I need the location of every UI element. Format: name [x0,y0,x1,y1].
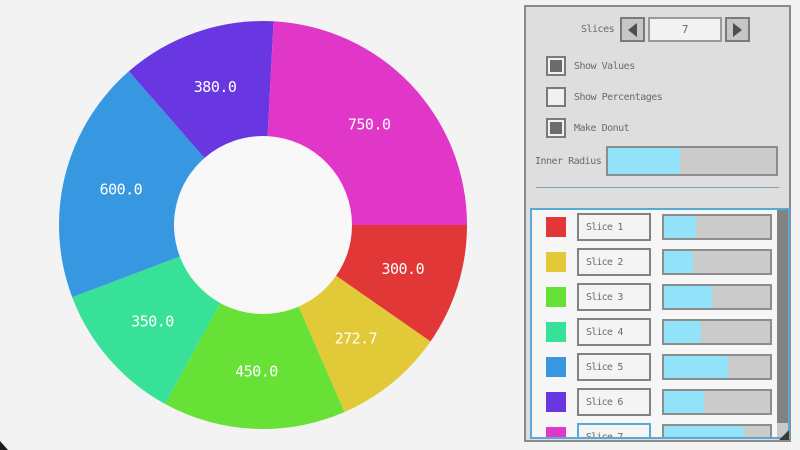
checkbox-fill-icon [550,122,562,134]
slice-4-value-slider[interactable] [662,319,772,345]
slice-1-color-swatch[interactable] [546,217,566,237]
settings-panel: Slices 7 Show Values Show Percentages Make… [524,5,791,442]
left-arrow-icon [628,22,638,37]
slice-6-slider-fill [664,391,705,413]
panel-resize-grip[interactable] [779,430,789,440]
slice-5-slider-fill [664,356,728,378]
slice-row-5: Slice 5 [532,353,788,381]
inner-radius-label: Inner Radius [535,155,602,167]
slice-row-1: Slice 1 [532,213,788,241]
slice-6-name-text: Slice 6 [586,396,623,408]
slice-4-name-input[interactable]: Slice 4 [577,318,651,346]
checkbox-row-show-values: Show Values [546,56,662,76]
slice-row-3: Slice 3 [532,283,788,311]
checkbox-row-show-percentages: Show Percentages [546,87,663,107]
checkbox-fill-icon [550,60,562,72]
slice-value-label: 300.0 [381,260,424,278]
make-donut-checkbox[interactable] [546,118,566,138]
slice-2-name-text: Slice 2 [586,256,623,268]
checkbox-row-make-donut: Make Donut [546,118,662,138]
donut-hole [174,136,352,314]
slice-row-4: Slice 4 [532,318,788,346]
checkbox-fill-icon [550,91,562,103]
slice-4-name-text: Slice 4 [586,326,623,338]
slice-3-value-slider[interactable] [662,284,772,310]
slice-6-name-input[interactable]: Slice 6 [577,388,651,416]
slice-row-7: Slice 7 [532,423,788,439]
slice-4-slider-fill [664,321,702,343]
scrollbar-thumb[interactable] [777,210,788,423]
slice-3-color-swatch[interactable] [546,287,566,307]
slice-7-color-swatch[interactable] [546,427,566,437]
slice-row-6: Slice 6 [532,388,788,416]
inner-radius-slider-fill [608,148,681,174]
slice-value-label: 272.7 [335,330,378,348]
slice-2-color-swatch[interactable] [546,252,566,272]
pie-slice-6 [128,21,274,158]
slice-2-name-input[interactable]: Slice 2 [577,248,651,276]
slice-5-color-swatch[interactable] [546,357,566,377]
slice-1-name-input[interactable]: Slice 1 [577,213,651,241]
slice-2-slider-fill [664,251,693,273]
slice-3-slider-fill [664,286,712,308]
slice-value-label: 750.0 [348,115,391,133]
slice-list: Slice 1 Slice 2 Slice 3 Slice 4 Slice 5 Slice… [530,208,790,439]
slice-1-slider-fill [664,216,696,238]
slice-7-name-text: Slice 7 [586,431,623,439]
slice-7-name-input[interactable]: Slice 7 [577,423,651,439]
slice-value-label: 450.0 [235,363,278,381]
slices-decrement-button[interactable] [620,17,646,42]
pie-slice-2 [298,275,431,413]
panel-separator [536,187,779,188]
slice-1-value-slider[interactable] [662,214,772,240]
window-corner-artifact [0,441,8,450]
slice-4-color-swatch[interactable] [546,322,566,342]
pie-slice-7 [267,21,467,226]
slices-value-field[interactable]: 7 [648,17,723,42]
pie-slice-1 [336,225,467,342]
slice-3-name-input[interactable]: Slice 3 [577,283,651,311]
slice-list-scrollbar[interactable] [777,210,788,437]
slice-6-value-slider[interactable] [662,389,772,415]
slice-value-label: 600.0 [100,181,143,199]
inner-radius-row: Inner Radius [526,146,789,176]
slice-6-color-swatch[interactable] [546,392,566,412]
slice-7-slider-fill [664,426,744,437]
donut-chart: 300.0 272.7 450.0 350.0 600.0 380.0 750.0 [59,21,467,430]
slice-1-name-text: Slice 1 [586,221,623,233]
slices-increment-button[interactable] [725,17,751,42]
slice-3-name-text: Slice 3 [586,291,623,303]
checkbox-group: Show Values Show Percentages Make Donut [546,56,663,149]
make-donut-label: Make Donut [574,122,630,134]
slices-label: Slices [581,24,615,35]
show-values-checkbox[interactable] [546,56,566,76]
slice-2-value-slider[interactable] [662,249,772,275]
pie-slice-4 [72,256,221,404]
show-values-label: Show Values [574,60,635,72]
slice-value-label: 380.0 [194,78,237,96]
slice-5-name-input[interactable]: Slice 5 [577,353,651,381]
slice-row-2: Slice 2 [532,248,788,276]
slice-7-value-slider[interactable] [662,424,772,437]
right-arrow-icon [733,22,743,37]
slice-5-name-text: Slice 5 [586,361,623,373]
inner-radius-slider[interactable] [606,146,778,176]
pie-slice-5 [59,71,205,298]
slice-value-label: 350.0 [131,312,174,330]
slices-spinner: Slices 7 [581,17,751,42]
show-percentages-checkbox[interactable] [546,87,566,107]
slice-5-value-slider[interactable] [662,354,772,380]
pie-slice-3 [165,303,345,430]
show-percentages-label: Show Percentages [574,91,663,103]
